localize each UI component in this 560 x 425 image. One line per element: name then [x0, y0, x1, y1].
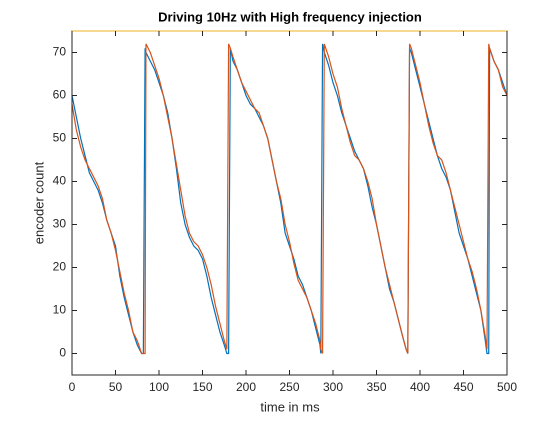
x-tick-label: 500	[497, 380, 517, 394]
y-tick-label: 0	[59, 346, 66, 360]
y-tick-label: 10	[53, 303, 67, 317]
data-line	[71, 43, 508, 355]
x-tick-label: 400	[410, 380, 430, 394]
x-tick-label: 150	[192, 380, 212, 394]
x-tick-label: 450	[453, 380, 473, 394]
x-tick-label: 350	[366, 380, 386, 394]
chart-title: Driving 10Hz with High frequency injecti…	[158, 9, 422, 24]
y-tick-label: 70	[53, 45, 67, 59]
x-tick-label: 300	[323, 380, 343, 394]
x-axis-label: time in ms	[260, 399, 320, 414]
x-tick-label: 100	[149, 380, 169, 394]
y-tick-label: 50	[53, 131, 67, 145]
y-axis-label: encoder count	[31, 161, 46, 244]
x-tick-label: 250	[279, 380, 299, 394]
plot-area	[71, 43, 508, 355]
x-tick-label: 50	[109, 380, 123, 394]
y-tick-label: 30	[53, 217, 67, 231]
y-tick-label: 60	[53, 88, 67, 102]
x-tick-label: 0	[69, 380, 76, 394]
y-tick-label: 40	[53, 174, 67, 188]
x-tick-label: 200	[236, 380, 256, 394]
y-tick-label: 20	[53, 260, 67, 274]
